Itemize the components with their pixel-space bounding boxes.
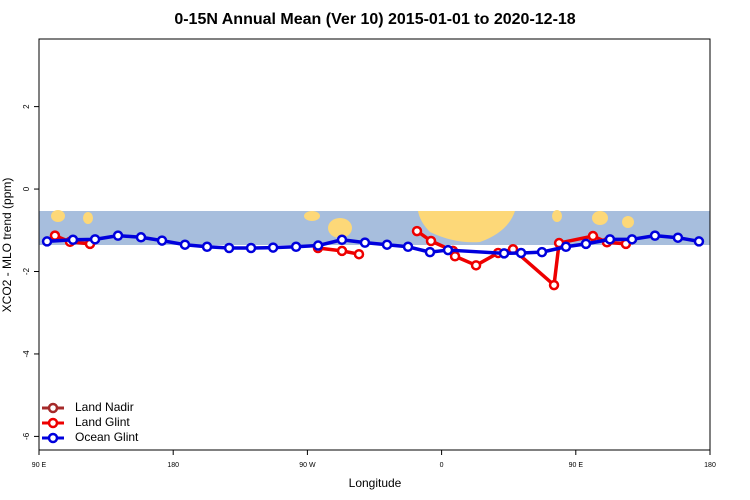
point xyxy=(498,248,510,259)
plot-frame xyxy=(38,38,711,451)
point xyxy=(67,234,79,246)
y-tick-label: -6 xyxy=(22,432,31,440)
point xyxy=(267,242,279,253)
y-tick-label: 2 xyxy=(22,104,31,109)
point xyxy=(580,238,592,250)
x-axis-label: Longitude xyxy=(349,476,402,490)
point xyxy=(425,235,437,247)
point xyxy=(353,248,365,260)
x-tick-label: 180 xyxy=(704,462,716,469)
x-tick-label: 90 W xyxy=(299,462,316,469)
point xyxy=(693,236,705,247)
point xyxy=(560,241,572,253)
point xyxy=(381,239,393,250)
y-axis-label: XCO2 - MLO trend (ppm) xyxy=(0,178,14,313)
point xyxy=(89,234,101,245)
point xyxy=(672,232,684,243)
point xyxy=(359,237,371,248)
point xyxy=(179,239,191,250)
point xyxy=(223,242,235,254)
legend-label: Land Glint xyxy=(75,415,130,429)
point xyxy=(41,236,53,247)
point xyxy=(312,240,324,251)
point xyxy=(201,241,213,253)
legend-marker xyxy=(47,432,59,444)
land xyxy=(51,210,634,243)
point xyxy=(649,230,661,241)
point xyxy=(424,246,436,258)
point xyxy=(336,234,348,246)
y-tick-label: -2 xyxy=(22,267,31,275)
point xyxy=(336,245,348,257)
point xyxy=(156,235,168,246)
legend-label: Ocean Glint xyxy=(75,430,139,444)
point xyxy=(470,260,482,271)
point xyxy=(515,247,527,259)
point xyxy=(49,230,61,241)
legend-marker xyxy=(47,417,59,429)
point xyxy=(135,232,147,243)
x-tick-label: 180 xyxy=(167,462,179,469)
x-tick-label: 90 E xyxy=(32,462,47,469)
point xyxy=(442,244,454,256)
x-tick-label: 90 E xyxy=(569,462,584,469)
point xyxy=(245,242,257,254)
point xyxy=(411,225,423,237)
point xyxy=(449,250,461,262)
x-tick-label: 0 xyxy=(440,462,444,469)
point xyxy=(587,230,599,242)
y-tick-label: 0 xyxy=(22,186,31,191)
point xyxy=(626,234,638,245)
point xyxy=(536,246,548,258)
chart-title: 0-15N Annual Mean (Ver 10) 2015-01-01 to… xyxy=(174,11,575,28)
point xyxy=(604,234,616,245)
point xyxy=(290,241,302,253)
point xyxy=(548,279,560,291)
legend-label: Land Nadir xyxy=(75,400,134,414)
point xyxy=(402,241,414,253)
legend-marker xyxy=(47,402,59,414)
y-tick-label: -4 xyxy=(22,350,31,358)
point xyxy=(112,230,124,241)
